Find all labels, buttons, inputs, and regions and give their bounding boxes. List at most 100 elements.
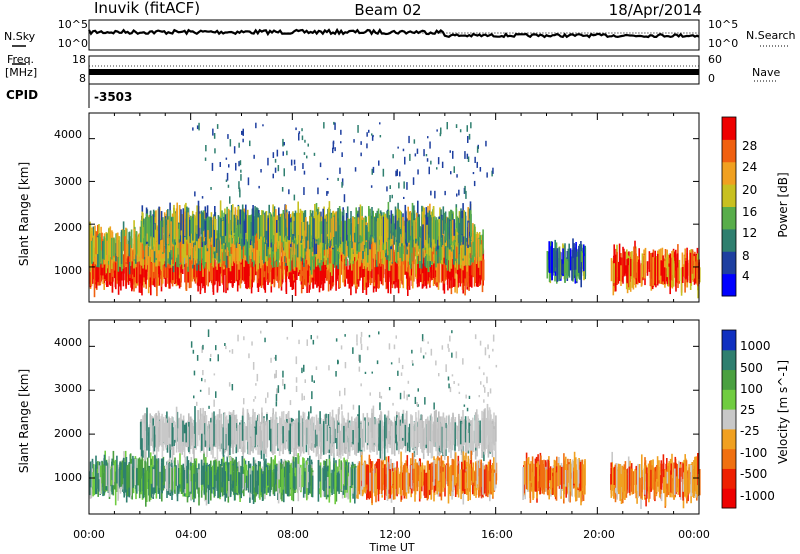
heatmap-cell: [492, 167, 494, 174]
heatmap-cell: [397, 243, 400, 261]
heatmap-cell: [474, 263, 476, 283]
heatmap-cell: [204, 411, 206, 435]
heatmap-cell: [446, 424, 448, 448]
heatmap-cell: [171, 260, 174, 281]
heatmap-cell: [458, 189, 460, 196]
heatmap-cell: [303, 187, 305, 195]
heatmap-cell: [377, 263, 380, 289]
heatmap-cell: [174, 255, 177, 284]
heatmap-cell: [336, 262, 338, 281]
heatmap-cell: [154, 454, 156, 493]
heatmap-cell: [306, 464, 309, 489]
heatmap-cell: [373, 418, 375, 443]
heatmap-cell: [326, 177, 329, 180]
heatmap-cell: [357, 125, 359, 133]
heatmap-cell: [233, 255, 235, 280]
heatmap-cell: [382, 252, 384, 286]
heatmap-cell: [189, 219, 192, 243]
heatmap-cell: [357, 258, 360, 280]
heatmap-cell: [175, 208, 178, 238]
heatmap-cell: [362, 266, 364, 290]
heatmap-cell: [452, 150, 454, 159]
heatmap-cell: [351, 223, 353, 249]
heatmap-cell: [278, 473, 280, 489]
heatmap-cell: [379, 135, 382, 138]
heatmap-cell: [95, 231, 97, 255]
heatmap-cell: [440, 256, 443, 283]
heatmap-cell: [270, 457, 273, 490]
heatmap-cell: [313, 242, 315, 270]
heatmap-cell: [423, 149, 425, 157]
heatmap-cell: [458, 222, 460, 255]
heatmap-cell: [355, 207, 357, 243]
heatmap-cell: [214, 475, 216, 497]
heatmap-cell: [362, 413, 365, 439]
heatmap-cell: [649, 253, 652, 270]
heatmap-cell: [228, 264, 231, 283]
heatmap-cell: [236, 239, 239, 265]
heatmap-cell: [445, 255, 447, 280]
heatmap-cell: [140, 459, 142, 479]
heatmap-cell: [459, 129, 462, 133]
heatmap-cell: [468, 133, 471, 140]
heatmap-cell: [281, 464, 283, 487]
heatmap-cell: [480, 244, 482, 261]
heatmap-cell: [397, 146, 399, 149]
heatmap-cell: [370, 216, 372, 245]
heatmap-cell: [198, 122, 200, 131]
heatmap-cell: [224, 434, 227, 450]
heatmap-cell: [467, 156, 470, 162]
heatmap-cell: [184, 456, 187, 494]
heatmap-cell: [282, 138, 284, 147]
heatmap-cell: [397, 254, 400, 280]
heatmap-cell: [477, 266, 480, 283]
heatmap-cell: [116, 455, 118, 484]
heatmap-cell: [331, 214, 333, 246]
heatmap-cell: [126, 465, 128, 490]
heatmap-cell: [269, 469, 272, 493]
heatmap-cell: [257, 225, 260, 270]
heatmap-cell: [141, 251, 143, 296]
heatmap-cell: [644, 254, 646, 279]
heatmap-cell: [172, 216, 175, 241]
heatmap-cell: [317, 214, 320, 239]
heatmap-cell: [203, 418, 205, 445]
heatmap-cell: [124, 236, 126, 267]
heatmap-cell: [151, 215, 153, 246]
heatmap-cell: [211, 162, 214, 171]
heatmap-cell: [228, 210, 231, 235]
heatmap-cell: [279, 246, 282, 266]
heatmap-cell: [146, 470, 148, 502]
heatmap-cell: [660, 260, 662, 276]
heatmap-cell: [340, 423, 343, 452]
heatmap-cell: [334, 122, 336, 130]
heatmap-cell: [482, 259, 485, 281]
heatmap-cell: [689, 252, 692, 284]
heatmap-cell: [656, 253, 659, 286]
heatmap-cell: [236, 225, 239, 244]
heatmap-cell: [149, 237, 151, 258]
heatmap-cell: [160, 220, 162, 240]
heatmap-cell: [196, 468, 198, 490]
heatmap-cell: [115, 243, 117, 262]
heatmap-cell: [578, 245, 580, 273]
heatmap-cell: [486, 172, 488, 178]
heatmap-cell: [569, 248, 572, 271]
heatmap-cell: [113, 252, 116, 271]
heatmap-cell: [265, 237, 268, 257]
heatmap-cell: [215, 219, 217, 239]
heatmap-cell: [185, 238, 187, 261]
heatmap-cell: [263, 460, 266, 487]
heatmap-cell: [241, 456, 244, 489]
heatmap-cell: [410, 223, 413, 253]
heatmap-cell: [223, 234, 225, 261]
heatmap-cell: [315, 243, 318, 267]
heatmap-cell: [130, 260, 132, 288]
heatmap-cell: [546, 251, 549, 279]
heatmap-cell: [379, 260, 382, 281]
heatmap-cell: [461, 218, 463, 235]
heatmap-cell: [117, 232, 119, 257]
heatmap-cell: [372, 166, 375, 173]
heatmap-cell: [340, 469, 343, 490]
heatmap-cell: [403, 181, 405, 189]
